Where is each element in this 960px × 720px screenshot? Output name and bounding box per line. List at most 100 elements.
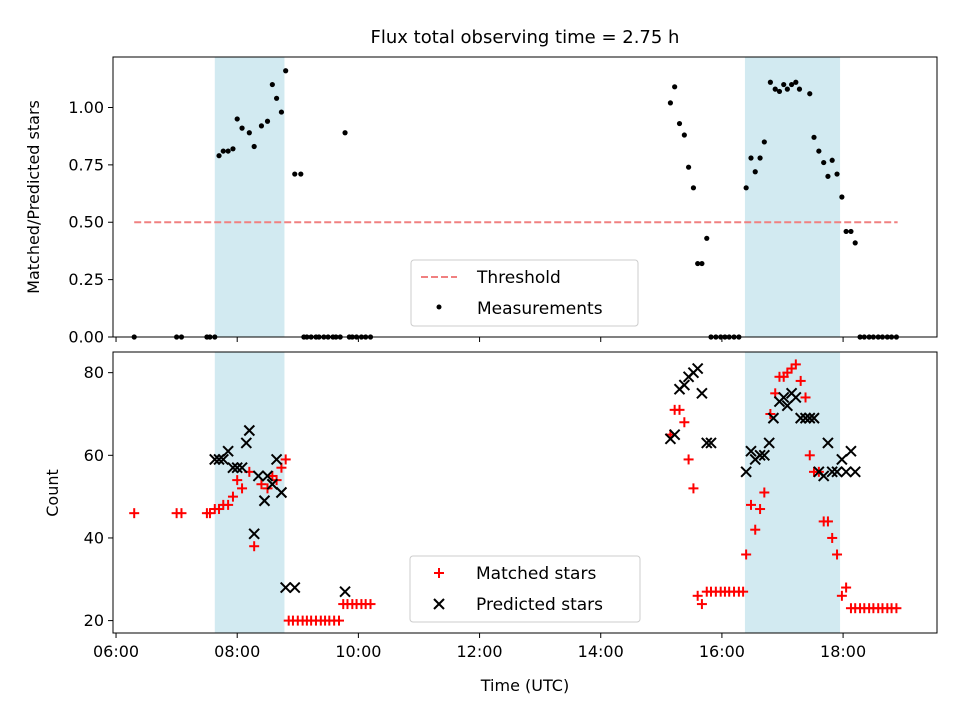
x-axis-label: Time (UTC) [480, 676, 569, 695]
predicted-star-point [279, 581, 292, 594]
measurement-point [807, 91, 813, 97]
predicted-star-point [701, 437, 713, 449]
bottom-axes-frame [112, 351, 938, 634]
predicted-star-point [696, 387, 708, 400]
predicted-star-point [209, 453, 221, 466]
chart-title: Flux total observing time = 2.75 h [371, 27, 680, 48]
matched-star-point [223, 499, 234, 510]
predicted-star-point [849, 466, 861, 478]
predicted-star-point [799, 412, 812, 424]
measurement-point [699, 260, 705, 267]
y-tick-label: 1.00 [68, 98, 104, 117]
matched-star-point [679, 417, 690, 428]
measurement-point [283, 68, 289, 74]
matched-star-point [683, 454, 694, 465]
shaded-interval [744, 57, 841, 337]
predicted-star-point [289, 581, 301, 594]
x-tick-label: 14:00 [578, 642, 624, 661]
predicted-star-point [236, 461, 248, 474]
matched-star-point [129, 508, 140, 519]
predicted-star-point [778, 391, 790, 404]
measurement-point [816, 148, 822, 154]
predicted-star-point [266, 478, 279, 490]
measurement-point [772, 86, 778, 92]
predicted-star-point [790, 391, 802, 404]
predicted-star-point [758, 449, 771, 462]
top-y-ticks: 0.00 0.25 0.50 0.75 1.00 [68, 98, 113, 347]
top-legend-box [410, 259, 639, 327]
predicted-star-point [767, 412, 780, 424]
matched-star-point [176, 508, 187, 519]
y-tick-label: 0.50 [68, 213, 104, 232]
measurement-point [234, 116, 240, 122]
matched-star-point [827, 532, 838, 543]
measurement-point [298, 171, 304, 177]
bottom-y-axis-label: Count [43, 469, 62, 517]
measurement-point [216, 153, 222, 159]
predicted-star-point [745, 445, 757, 457]
legend-matched-swatch [434, 568, 444, 578]
matched-star-point [822, 516, 833, 527]
predicted-star-point [740, 466, 752, 478]
measurement-point [695, 260, 701, 267]
measurement-point [761, 139, 767, 145]
predicted-star-point [227, 461, 239, 474]
y-tick-label: 40 [84, 528, 104, 547]
shaded-interval [214, 57, 285, 337]
matched-star-point [750, 524, 761, 535]
measurement-point [258, 123, 265, 129]
measurement-point [269, 81, 275, 88]
measurement-point [811, 134, 817, 140]
matched-star-point [249, 541, 260, 552]
predicted-star-point [240, 437, 253, 449]
measurement-point [796, 86, 803, 92]
matched-star-point [795, 375, 806, 386]
legend-predicted-swatch [433, 598, 445, 610]
predicted-star-point [845, 445, 857, 457]
measurement-point [239, 125, 245, 131]
legend-cross-marker [433, 598, 445, 610]
measurement-point [246, 130, 252, 136]
measurement-point [685, 164, 692, 170]
matched-star-point [832, 549, 843, 560]
measurement-point [757, 155, 763, 161]
predicted-star-point [705, 437, 717, 449]
top-legend: Threshold Measurements [410, 259, 639, 327]
matched-star-point [790, 359, 801, 370]
matched-star-point [841, 582, 852, 593]
legend-measurements-label: Measurements [477, 299, 603, 319]
y-tick-label: 60 [84, 446, 104, 465]
measurement-point [839, 194, 845, 200]
y-tick-label: 0.75 [68, 155, 104, 174]
matched-star-point [692, 590, 703, 601]
x-tick-label: 08:00 [214, 642, 260, 661]
matched-star-point [237, 483, 248, 494]
measurement-point [230, 146, 236, 152]
measurement-point [672, 84, 678, 90]
measurement-point [843, 228, 849, 235]
measurement-point [690, 185, 697, 191]
predicted-star-point [217, 453, 229, 466]
bottom-legend: Matched stars Predicted stars [409, 555, 641, 623]
measurement-point [342, 130, 348, 136]
x-tick-label: 06:00 [93, 642, 139, 661]
predicted-star-point [270, 453, 283, 466]
bottom-marker-points [129, 359, 902, 626]
predicted-star-point [794, 412, 807, 424]
predicted-star-point [668, 428, 681, 441]
x-tick-label: 10:00 [335, 642, 381, 661]
measurement-point [681, 132, 687, 138]
predicted-star-point [840, 466, 852, 478]
measurement-point [752, 169, 758, 175]
predicted-star-point [691, 362, 704, 375]
measurement-point [829, 157, 835, 163]
predicted-star-point [808, 412, 820, 424]
x-tick-label: 18:00 [820, 642, 866, 661]
y-tick-label: 0.25 [68, 270, 104, 289]
predicted-star-point [781, 400, 794, 412]
matched-star-point [365, 599, 376, 610]
predicted-star-point [231, 461, 243, 474]
measurement-point [848, 228, 854, 235]
predicted-star-point [831, 466, 843, 478]
